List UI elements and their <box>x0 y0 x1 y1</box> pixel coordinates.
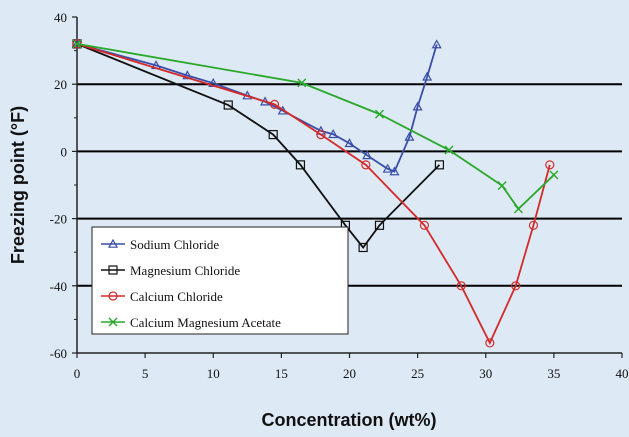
data-point <box>362 150 373 160</box>
legend-item: Sodium Chloride <box>101 237 219 252</box>
data-point-stroke <box>72 39 82 49</box>
data-point <box>107 238 119 248</box>
data-point <box>358 242 368 253</box>
series-line <box>76 43 551 346</box>
legend-label: Sodium Chloride <box>130 237 219 252</box>
x-tick-label: 30 <box>479 366 492 381</box>
x-tick-label: 15 <box>275 366 288 381</box>
data-point-stroke <box>108 317 118 327</box>
data-point <box>108 265 118 275</box>
data-point <box>295 160 306 170</box>
data-point <box>404 131 415 141</box>
data-point <box>223 100 233 110</box>
data-point <box>316 130 326 140</box>
data-point <box>485 338 495 348</box>
series-3 <box>72 39 559 214</box>
y-tick-label: -40 <box>50 279 67 294</box>
data-point <box>422 71 433 81</box>
data-point <box>182 70 193 80</box>
x-tick-label: 10 <box>207 366 220 381</box>
data-point <box>456 281 466 291</box>
data-point-stroke <box>513 204 523 214</box>
data-point <box>431 39 442 49</box>
x-tick-label: 0 <box>74 366 81 381</box>
series-lines <box>71 38 559 348</box>
axis-ticks: -60 -40 -20 0 20 40 0 5 10 15 20 25 30 35 40 <box>50 10 629 381</box>
y-axis-title: Freezing point (°F) <box>8 106 28 264</box>
x-axis-title: Concentration (wt%) <box>262 410 437 430</box>
legend-item: Magnesium Chloride <box>101 263 240 278</box>
data-point <box>108 291 118 301</box>
data-point-stroke <box>549 170 559 180</box>
data-point <box>374 220 385 230</box>
data-point <box>361 160 371 170</box>
data-point <box>268 130 278 140</box>
data-point <box>511 281 521 291</box>
data-point <box>389 166 400 176</box>
data-point <box>328 129 339 139</box>
legend-item: Calcium Chloride <box>101 289 223 304</box>
y-tick-label: 40 <box>54 10 67 25</box>
x-tick-label: 5 <box>142 366 149 381</box>
data-point-stroke <box>497 181 507 191</box>
legend-label: Calcium Magnesium Acetate <box>130 315 281 330</box>
data-point <box>374 109 384 119</box>
legend-box <box>91 226 349 335</box>
data-point <box>549 170 559 180</box>
series-2 <box>72 39 555 348</box>
data-point <box>412 101 423 111</box>
data-point <box>108 317 118 327</box>
y-tick-label: -60 <box>50 346 67 361</box>
x-tick-label: 25 <box>411 366 424 381</box>
data-point <box>497 181 507 191</box>
data-point <box>513 204 523 214</box>
data-point <box>297 78 307 88</box>
data-point <box>444 145 454 155</box>
data-point <box>419 220 430 230</box>
legend-label: Calcium Chloride <box>130 289 223 304</box>
data-point <box>269 99 280 109</box>
legend-label: Magnesium Chloride <box>130 263 240 278</box>
series-line <box>76 43 438 173</box>
data-point-stroke <box>297 78 307 88</box>
data-point <box>382 163 393 173</box>
y-tick-label: 0 <box>61 144 68 159</box>
legend: Sodium Chloride Magnesium Chloride Calcium… <box>91 226 349 335</box>
data-point-stroke <box>374 109 384 119</box>
data-point <box>528 220 539 230</box>
x-tick-label: 20 <box>343 366 356 381</box>
data-point <box>344 138 355 148</box>
data-point <box>545 160 555 170</box>
data-point-stroke <box>444 145 454 155</box>
x-tick-label: 35 <box>547 366 560 381</box>
x-tick-label: 40 <box>616 366 629 381</box>
y-tick-label: -20 <box>50 212 67 227</box>
legend-item: Calcium Magnesium Acetate <box>101 315 281 330</box>
data-point <box>72 39 82 49</box>
data-point <box>434 160 445 170</box>
y-tick-label: 20 <box>54 77 67 92</box>
